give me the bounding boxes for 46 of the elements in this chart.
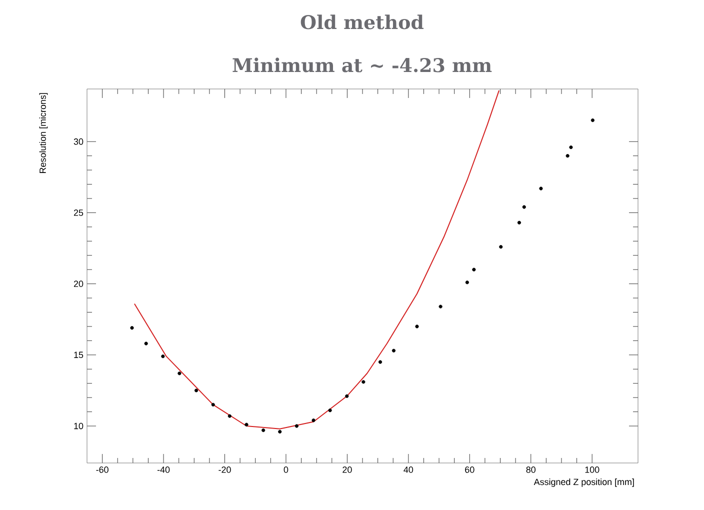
point [130,326,134,330]
point [262,428,266,432]
point [328,408,332,412]
chart-subtitle: Minimum at ~ -4.23 mm [232,58,492,72]
y-tick-label: 25 [74,210,84,216]
point [362,380,366,384]
point [144,342,148,346]
y-tick-label: 30 [74,138,84,145]
point [566,154,570,158]
x-tick-label: -40 [157,466,170,473]
point [211,402,215,406]
point [539,186,543,190]
point [244,422,248,426]
point [278,430,282,434]
point [228,414,232,418]
y-tick-label: 20 [74,280,84,287]
point [465,280,469,284]
point [590,118,595,122]
point [415,324,419,328]
x-tick-label: -60 [96,466,108,473]
point [178,372,182,376]
point [522,205,526,209]
point [438,304,442,308]
point [499,245,503,249]
x-tick-label: 20 [342,466,352,473]
x-tick-label: 0 [284,466,288,473]
point [161,354,165,358]
point [392,348,396,352]
chart-title: Old method [300,14,424,30]
x-tick-label: 100 [585,466,600,473]
point [569,145,573,150]
y-tick-label: 10 [74,422,84,430]
x-tick-label: 80 [526,466,536,473]
point [294,424,298,428]
x-tick-label: -20 [218,466,231,473]
x-tick-label: 40 [404,466,414,473]
x-axis-title: Assigned Z position [mm] [534,478,634,487]
y-tick-label: 15 [74,352,84,358]
point [312,418,316,422]
point [345,394,349,398]
x-tick-label: 60 [465,466,474,473]
point [472,268,476,272]
point [194,388,198,392]
y-axis-title: Resolution [microns] [39,93,48,173]
point [517,220,522,224]
point [378,360,382,364]
